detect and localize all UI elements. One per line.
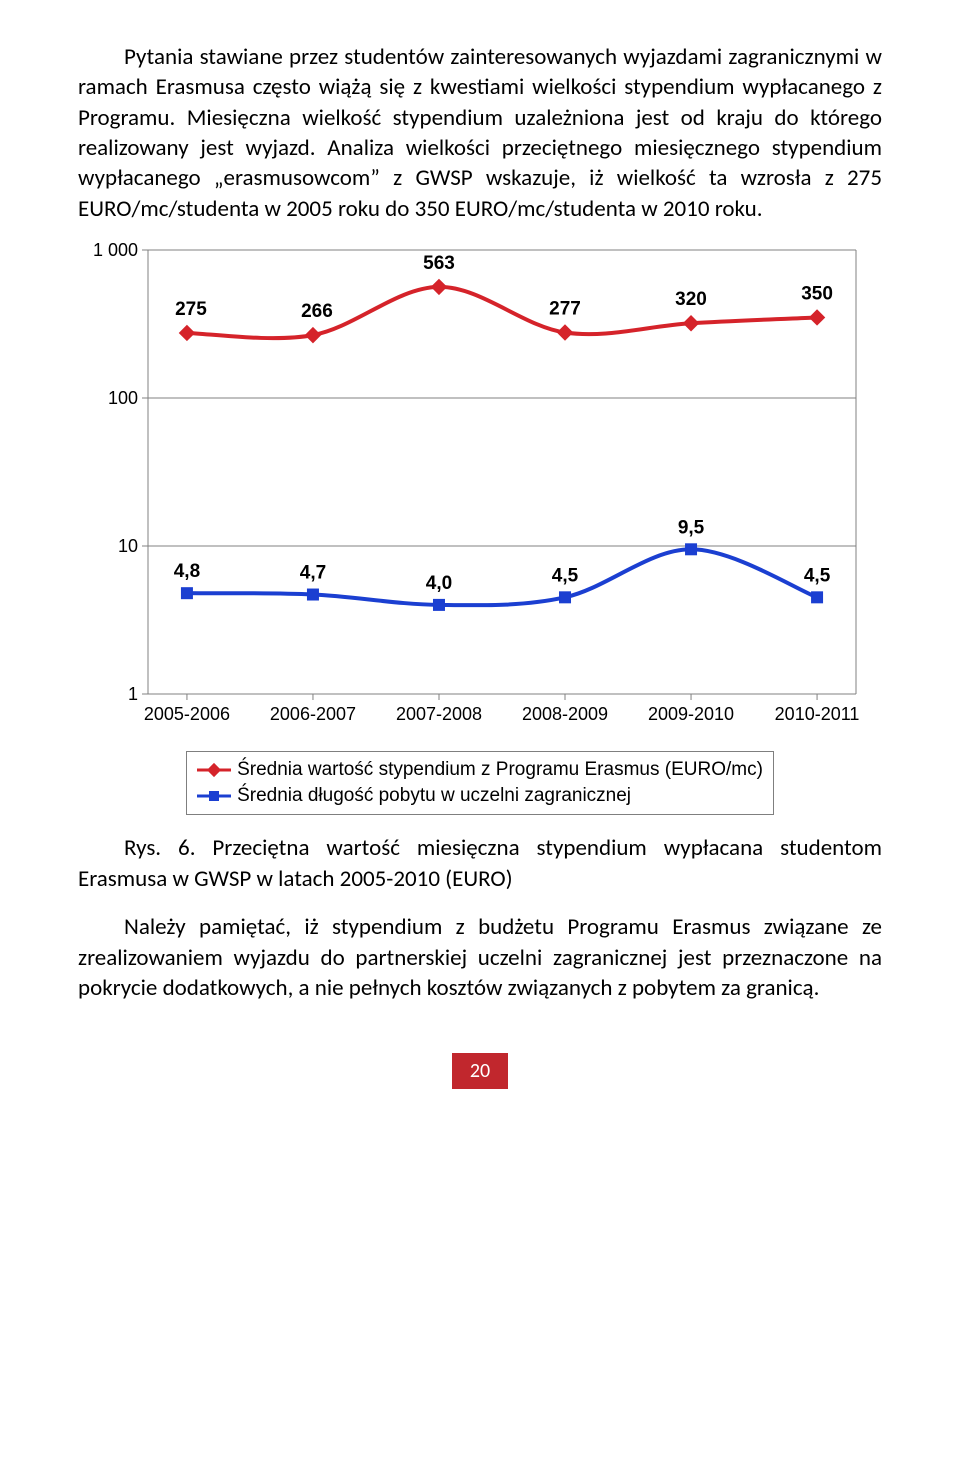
svg-text:2005-2006: 2005-2006	[144, 704, 230, 724]
legend-row: Średnia wartość stypendium z Programu Er…	[197, 757, 763, 783]
page-number: 20	[452, 1053, 508, 1089]
svg-text:2008-2009: 2008-2009	[522, 704, 608, 724]
legend-label: Średnia wartość stypendium z Programu Er…	[237, 757, 763, 783]
svg-text:9,5: 9,5	[678, 517, 705, 538]
svg-text:277: 277	[549, 299, 581, 320]
svg-text:4,8: 4,8	[174, 561, 200, 582]
svg-text:2009-2010: 2009-2010	[648, 704, 734, 724]
paragraph-2: Należy pamiętać, iż stypendium z budżetu…	[78, 912, 882, 1003]
svg-text:563: 563	[423, 253, 455, 274]
svg-text:10: 10	[118, 536, 138, 556]
svg-text:320: 320	[675, 289, 707, 310]
svg-text:1 000: 1 000	[93, 242, 138, 260]
svg-text:350: 350	[801, 284, 833, 305]
svg-text:100: 100	[108, 388, 138, 408]
svg-text:4,0: 4,0	[426, 573, 452, 594]
paragraph-1: Pytania stawiane przez studentów zainter…	[78, 42, 882, 224]
svg-text:275: 275	[175, 299, 207, 320]
svg-text:1: 1	[128, 684, 138, 704]
figure-caption: Rys. 6. Przeciętna wartość miesięczna st…	[78, 833, 882, 894]
legend-label: Średnia długość pobytu w uczelni zagrani…	[237, 783, 631, 809]
legend-row: Średnia długość pobytu w uczelni zagrani…	[197, 783, 763, 809]
svg-text:4,5: 4,5	[804, 565, 831, 586]
svg-text:4,7: 4,7	[300, 563, 326, 584]
svg-text:2007-2008: 2007-2008	[396, 704, 482, 724]
figure-6: 1 10 100 1 000 2005-2006 2006-2007 2007-2008 20…	[78, 242, 882, 815]
svg-text:2010-2011: 2010-2011	[775, 704, 860, 724]
svg-text:4,5: 4,5	[552, 565, 579, 586]
chart-legend: Średnia wartość stypendium z Programu Er…	[186, 751, 774, 815]
diamond-icon	[197, 763, 231, 777]
chart-svg: 1 10 100 1 000 2005-2006 2006-2007 2007-2008 20…	[78, 242, 878, 732]
svg-text:266: 266	[301, 301, 333, 322]
square-icon	[197, 789, 231, 803]
svg-text:2006-2007: 2006-2007	[270, 704, 356, 724]
